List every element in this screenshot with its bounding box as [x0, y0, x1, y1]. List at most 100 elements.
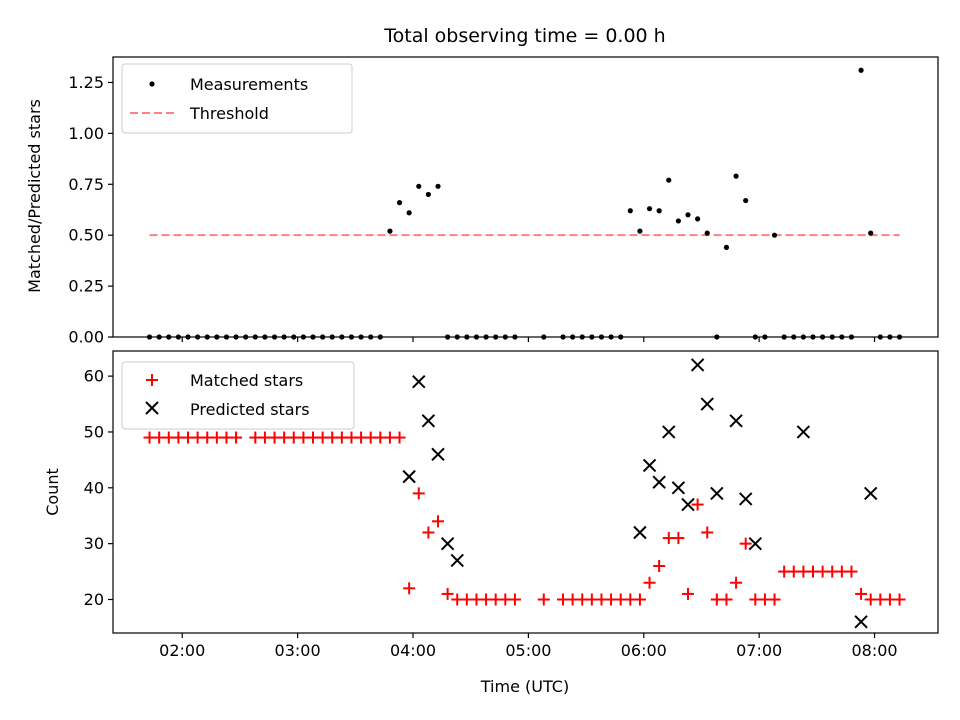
measurement-point	[858, 67, 864, 73]
predicted-star-point	[738, 492, 753, 506]
measurement-point	[425, 191, 431, 198]
bottom-y-axis-label: Count	[43, 468, 62, 516]
legend-predicted-label: Predicted stars	[190, 400, 310, 419]
predicted-star-point	[863, 486, 878, 501]
predicted-star-point	[652, 475, 666, 489]
top-y-tick-label: 0.75	[68, 175, 104, 194]
predicted-star-point	[729, 414, 743, 428]
predicted-star-point	[710, 486, 724, 501]
matched-star-point	[432, 515, 444, 528]
measurement-point	[396, 200, 403, 206]
x-tick-label: 07:00	[736, 641, 782, 660]
predicted-star-point	[700, 397, 714, 411]
measurement-point	[733, 173, 739, 179]
measurement-point	[646, 206, 653, 212]
matched-star-point	[412, 487, 425, 500]
predicted-stars-series	[402, 358, 878, 629]
matched-star-point	[739, 537, 752, 550]
matched-star-point	[653, 559, 666, 572]
bottom-legend: Matched stars Predicted stars	[121, 361, 355, 430]
x-tick-label: 04:00	[390, 641, 436, 660]
bottom-legend-box	[121, 361, 355, 430]
matched-star-point	[403, 582, 416, 595]
bottom-y-tick-label: 60	[84, 367, 104, 386]
top-y-tick-label: 0.25	[68, 277, 104, 296]
x-tick-label: 03:00	[275, 641, 321, 660]
predicted-star-point	[440, 536, 455, 551]
measurement-point	[868, 230, 874, 236]
predicted-star-point	[633, 525, 647, 540]
top-legend-box	[121, 63, 353, 134]
measurement-point	[637, 228, 643, 234]
bottom-y-tick-label: 50	[84, 422, 104, 441]
matched-star-point	[393, 431, 406, 444]
matched-star-point	[537, 593, 550, 606]
measurement-point	[675, 218, 681, 224]
legend-matched-label: Matched stars	[190, 371, 303, 390]
legend-measurements-marker	[149, 81, 155, 87]
bottom-y-tick-label: 40	[84, 478, 104, 497]
measurement-point	[435, 183, 441, 189]
bottom-y-tick-label: 20	[84, 590, 104, 609]
matched-stars-series	[143, 431, 906, 606]
matched-star-point	[508, 593, 521, 606]
predicted-star-point	[796, 425, 811, 439]
matched-star-point	[768, 593, 781, 606]
top-legend: Measurements Threshold	[121, 63, 353, 134]
matched-star-point	[643, 576, 656, 589]
x-tick-label: 05:00	[505, 641, 551, 660]
matched-star-point	[422, 526, 435, 539]
predicted-star-point	[642, 458, 657, 473]
predicted-star-point	[662, 425, 676, 439]
bottom-axis-ticks: 20 30 40 50 60 02:00 03:00 04:00 05:00 06:00 07:00…	[84, 367, 898, 660]
predicted-star-point	[690, 358, 705, 372]
top-axis-ticks: 0.00 0.25 0.50 0.75 1.00 1.25	[68, 73, 876, 347]
predicted-star-point	[431, 447, 445, 462]
measurement-point	[723, 244, 730, 250]
matched-star-point	[682, 587, 694, 600]
chart-title: Total observing time = 0.00 h	[383, 25, 665, 47]
matched-star-point	[230, 431, 243, 444]
measurement-point	[416, 183, 422, 189]
legend-predicted-marker	[145, 401, 159, 415]
measurement-point	[387, 228, 393, 234]
matched-star-point	[672, 532, 685, 545]
matched-star-point	[720, 593, 733, 606]
measurement-point	[695, 216, 701, 222]
x-axis-label: Time (UTC)	[480, 677, 569, 696]
matched-star-point	[701, 526, 714, 539]
predicted-star-point	[681, 497, 695, 512]
predicted-star-point	[671, 481, 686, 495]
predicted-star-point	[450, 553, 464, 568]
matched-star-point	[633, 593, 646, 606]
matched-star-point	[855, 587, 868, 600]
measurement-point	[656, 208, 662, 214]
predicted-star-point	[421, 414, 436, 428]
predicted-star-point	[748, 536, 763, 551]
measurement-point	[406, 210, 412, 216]
matched-star-point	[730, 576, 743, 589]
x-tick-label: 02:00	[159, 641, 205, 660]
predicted-star-point	[412, 375, 426, 389]
top-plot-frame	[112, 56, 939, 338]
bottom-plot-frame	[112, 350, 939, 634]
legend-threshold-label: Threshold	[189, 104, 269, 123]
bottom-y-tick-label: 30	[84, 534, 104, 553]
legend-measurements-label: Measurements	[190, 75, 308, 94]
top-y-axis-label: Matched/Predicted stars	[25, 99, 44, 293]
x-tick-label: 06:00	[621, 641, 667, 660]
measurement-point	[743, 197, 749, 204]
measurement-point	[704, 230, 710, 236]
top-y-tick-label: 1.00	[68, 124, 104, 143]
legend-matched-marker	[146, 374, 158, 386]
top-y-tick-label: 1.25	[68, 73, 104, 92]
top-y-tick-label: 0.50	[68, 226, 104, 245]
measurement-point	[666, 177, 672, 183]
x-tick-label: 08:00	[851, 641, 897, 660]
bottom-panel: Count Time (UTC) 20 30 40 50 60 02:00 03:00 04:…	[43, 350, 939, 696]
top-panel: Total observing time = 0.00 h Matched/Pr…	[25, 25, 939, 347]
measurement-point	[627, 208, 633, 214]
matched-star-point	[845, 565, 858, 578]
matched-star-point	[893, 593, 906, 606]
